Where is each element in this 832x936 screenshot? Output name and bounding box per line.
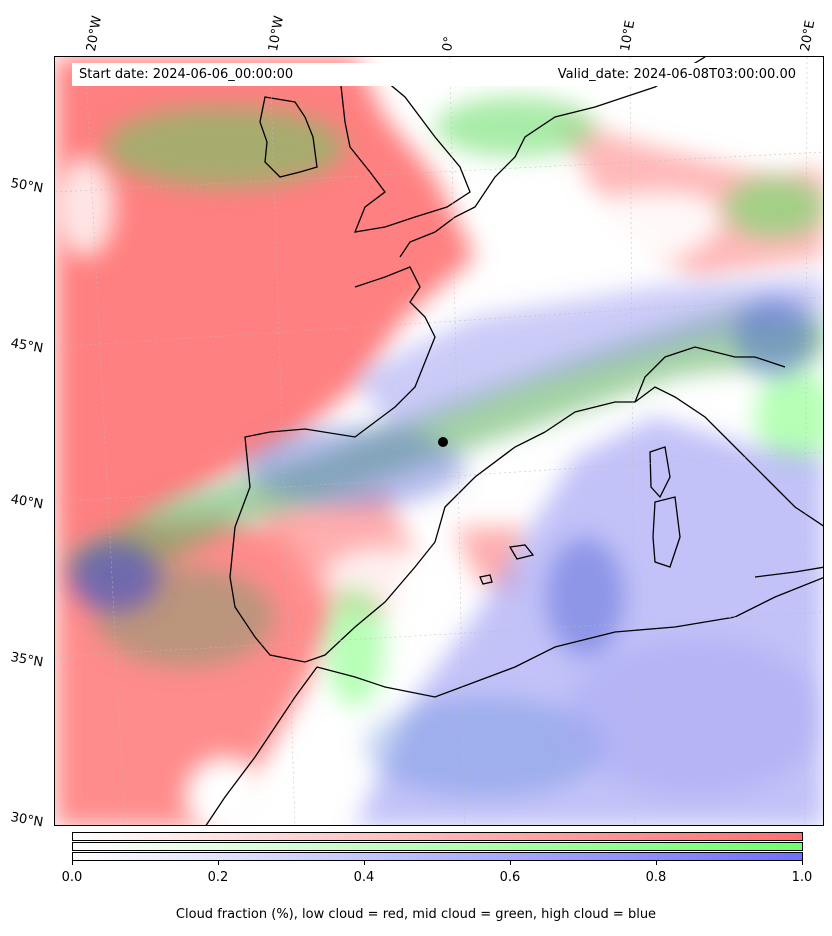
lat-label-35n: 35°N: [9, 650, 45, 671]
graticule: [55, 57, 823, 825]
lat-label-30n: 30°N: [9, 810, 45, 831]
date-banner: Start date: 2024-06-06_00:00:00 Valid_da…: [72, 63, 803, 86]
lon-label-10e: 10°E: [618, 19, 639, 53]
colorbar-tick: 0.8: [645, 870, 667, 885]
colorbar-mid-cloud: [72, 842, 803, 851]
colorbar-tick: 0.0: [61, 870, 83, 885]
lon-label-20w: 20°W: [84, 14, 106, 53]
lon-label-0: 0°: [440, 35, 458, 53]
coastlines: [205, 57, 823, 825]
colorbar: [72, 832, 803, 861]
map-canvas: [55, 57, 823, 825]
colorbar-tick: 0.6: [499, 870, 521, 885]
colorbar-tick: 0.4: [353, 870, 375, 885]
colorbar-tick: 1.0: [791, 870, 813, 885]
colorbar-tick: 0.2: [207, 870, 229, 885]
colorbar-high-cloud: [72, 852, 803, 861]
lat-label-45n: 45°N: [9, 336, 45, 357]
clear-sky-patches: [55, 157, 723, 825]
lon-label-20e: 20°E: [798, 19, 819, 53]
cloud-fraction-map: [54, 56, 824, 826]
lat-label-40n: 40°N: [9, 492, 45, 513]
start-date-label: Start date: 2024-06-06_00:00:00: [79, 67, 294, 82]
colorbar-caption: Cloud fraction (%), low cloud = red, mid…: [175, 907, 657, 922]
valid-date-label: Valid_date: 2024-06-08T03:00:00.00: [557, 67, 796, 82]
lat-label-50n: 50°N: [9, 176, 45, 197]
lon-label-10w: 10°W: [266, 14, 288, 53]
colorbar-low-cloud: [72, 832, 803, 841]
high-cloud-region: [70, 277, 823, 825]
location-marker: [438, 437, 448, 447]
